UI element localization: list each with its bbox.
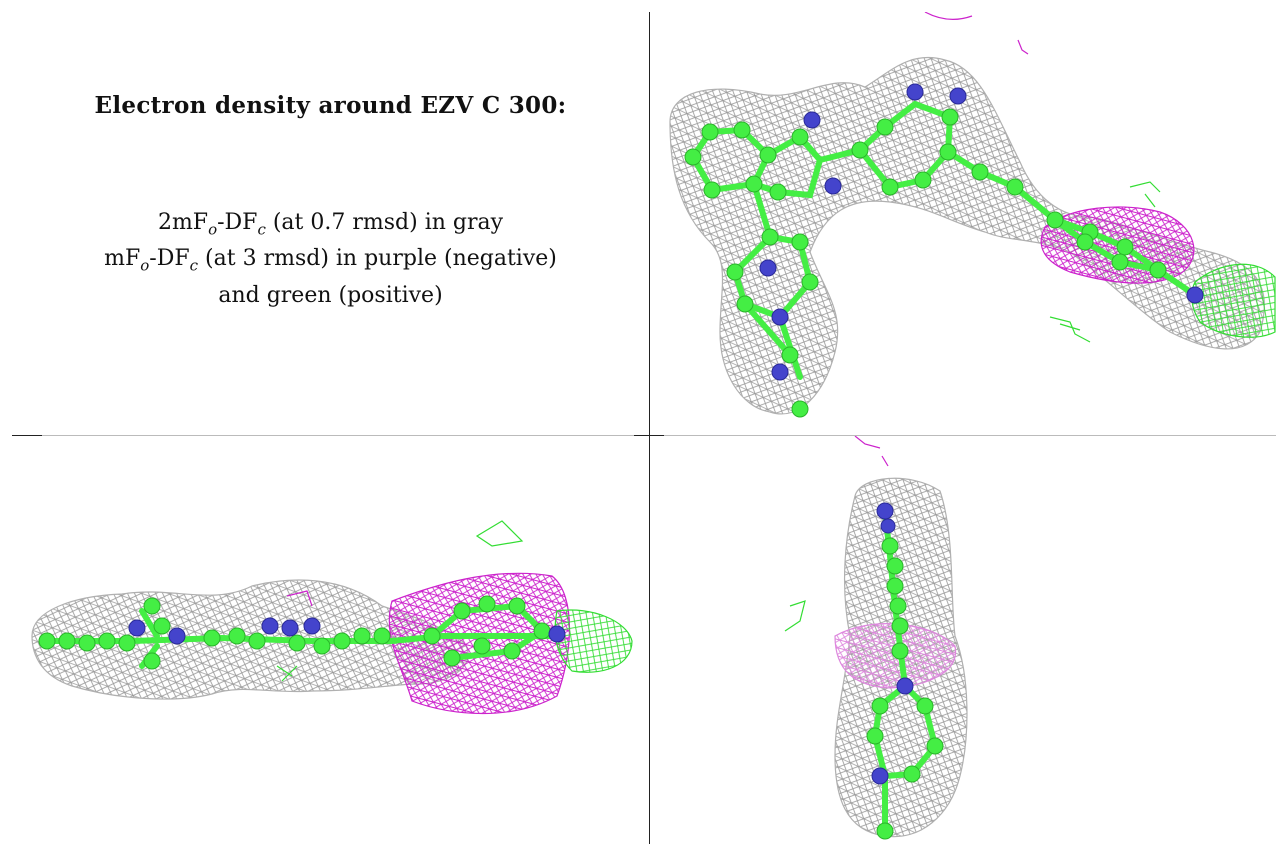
density-view-end: [650, 436, 1276, 844]
molecule-atoms: [684, 83, 1204, 418]
molecule-top-view-image: [669, 12, 1276, 418]
legend-title: Electron density around EZV C 300:: [94, 92, 567, 119]
legend-line-2mfo-dfc: 2mFo-DFc (at 0.7 rmsd) in gray: [157, 210, 504, 239]
legend-line-colors: and green (positive): [218, 282, 443, 308]
end-atoms-nitrogen: [871, 502, 914, 785]
molecule-end-view-image: [784, 436, 968, 840]
middle-divider-tick-left: [12, 435, 42, 436]
middle-divider-tick-center: [634, 435, 664, 436]
density-view-side: [12, 436, 649, 844]
legend-line-mfo-dfc: mFo-DFc (at 3 rmsd) in purple (negative): [104, 246, 557, 275]
legend-description: 2mFo-DFc (at 0.7 rmsd) in gray mFo-DFc (…: [12, 208, 649, 310]
end-atoms-carbon: [866, 537, 944, 840]
side-atoms-nitrogen: [128, 617, 566, 645]
center-divider: [649, 12, 650, 844]
density-view-top: [650, 12, 1276, 435]
green-positive-mesh-side: [554, 609, 633, 673]
side-atoms-carbon: [38, 595, 551, 670]
molecule-side-view-image: [31, 520, 633, 715]
legend-panel: Electron density around EZV C 300: 2mFo-…: [12, 12, 649, 435]
green-positive-mesh: [1191, 263, 1276, 338]
gray-density-mesh: [669, 56, 1265, 415]
